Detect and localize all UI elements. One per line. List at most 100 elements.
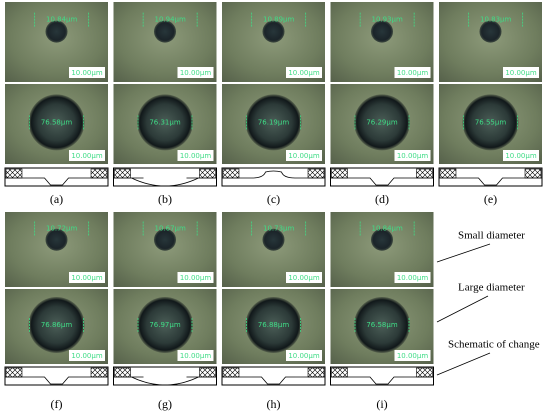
- panels: 10.84μm 10.00μm 76.58μm 10.00μm (a) 10.94μm 10…: [4, 2, 543, 411]
- scale-label: 10.00μm: [397, 152, 428, 160]
- scale-label: 10.00μm: [71, 352, 102, 360]
- bracket: [34, 12, 90, 27]
- scale-label: 10.00μm: [397, 352, 428, 360]
- schematic-profile: [251, 170, 296, 179]
- hatch-right: [416, 168, 433, 179]
- scale-label: 10.00μm: [288, 352, 319, 360]
- hatch-left: [439, 168, 457, 179]
- small-hole: [154, 20, 176, 43]
- hatch-left: [5, 367, 23, 378]
- annotation-schematic: Schematic of change: [448, 339, 540, 351]
- measure-label: 10.67μm: [154, 225, 185, 233]
- scale-box: [69, 67, 105, 78]
- annotation-large: Large diameter: [458, 282, 525, 294]
- hatch-right: [524, 168, 542, 179]
- schematic-body: [4, 167, 109, 187]
- arrow: [436, 243, 491, 263]
- bracket: [354, 115, 410, 130]
- scale-box: [503, 67, 539, 78]
- measure-label: 10.73μm: [263, 225, 294, 233]
- bracket: [359, 12, 415, 27]
- bracket: [354, 318, 410, 332]
- hatch-left: [114, 168, 131, 179]
- panel-caption: (e): [484, 192, 497, 206]
- scale-box: [503, 150, 539, 161]
- scale-label: 10.00μm: [180, 152, 211, 160]
- schematic-body: [330, 366, 434, 386]
- measure-label: 76.31μm: [149, 118, 180, 126]
- panel-caption: (i): [376, 397, 387, 411]
- large-hole: [354, 94, 410, 151]
- bracket: [468, 12, 524, 27]
- hatch-right: [90, 367, 108, 378]
- schematic-profile: [35, 376, 78, 385]
- bracket: [29, 115, 84, 130]
- scale-label: 10.00μm: [180, 69, 211, 77]
- arrow: [436, 295, 489, 323]
- scale-label: 10.00μm: [288, 152, 319, 160]
- hatch-left: [222, 168, 240, 179]
- scale-label: 10.00μm: [288, 69, 319, 77]
- small-hole: [262, 20, 285, 43]
- measure-label: 10.93μm: [371, 16, 402, 24]
- hatch-left: [222, 367, 240, 378]
- bracket: [137, 115, 193, 130]
- large-hole: [137, 94, 193, 151]
- small-hole: [45, 228, 68, 251]
- scale-label: 10.00μm: [397, 274, 428, 282]
- measure-label: 76.86μm: [41, 321, 72, 329]
- schematic-profile: [131, 376, 199, 386]
- scale-box: [69, 350, 105, 361]
- schematic-body: [221, 366, 326, 386]
- hatch-right: [199, 367, 216, 378]
- large-hole: [28, 94, 85, 151]
- scale-label: 10.00μm: [71, 69, 102, 77]
- hatch-right: [416, 367, 433, 378]
- bracket: [29, 318, 84, 332]
- scale-box: [394, 272, 431, 283]
- hatch-right: [90, 168, 108, 179]
- panel-caption: (a): [50, 192, 63, 206]
- bracket: [246, 115, 301, 130]
- panel-caption: (f): [51, 397, 63, 411]
- scale-box: [177, 150, 214, 161]
- measure-label: 10.72μm: [46, 225, 77, 233]
- scale-box: [69, 272, 105, 283]
- hatch-right: [307, 367, 325, 378]
- scale-box: [177, 272, 214, 283]
- small-hole: [479, 20, 502, 43]
- scale-label: 10.00μm: [180, 352, 211, 360]
- large-hole: [245, 94, 302, 151]
- schematic-profile: [469, 177, 512, 186]
- schematic-profile: [252, 376, 295, 385]
- measure-label: 76.29μm: [366, 118, 397, 126]
- bracket: [246, 318, 301, 332]
- hatch-left: [5, 168, 23, 179]
- small-hole: [154, 228, 176, 251]
- annotation-small: Small diameter: [458, 230, 525, 242]
- measure-label: 76.97μm: [149, 321, 180, 329]
- bracket: [142, 221, 198, 236]
- large-hole: [354, 297, 410, 353]
- panel-caption: (h): [267, 397, 281, 411]
- panel-caption: (c): [267, 192, 280, 206]
- bracket: [142, 12, 198, 27]
- scale-label: 10.00μm: [397, 69, 428, 77]
- large-hole: [462, 94, 519, 151]
- bracket: [251, 12, 307, 27]
- schematic-profile: [131, 177, 199, 187]
- scale-label: 10.00μm: [71, 152, 102, 160]
- scale-label: 10.00μm: [505, 69, 536, 77]
- scale-label: 10.00μm: [180, 274, 211, 282]
- schematic-profile: [360, 177, 404, 186]
- bracket: [359, 221, 415, 236]
- panel-caption: (d): [375, 192, 389, 206]
- panel-caption: (g): [158, 397, 172, 411]
- scale-box: [394, 67, 431, 78]
- scale-box: [394, 350, 431, 361]
- scale-label: 10.00μm: [505, 152, 536, 160]
- small-hole: [371, 20, 393, 43]
- scale-label: 10.00μm: [288, 274, 319, 282]
- hatch-right: [307, 168, 325, 179]
